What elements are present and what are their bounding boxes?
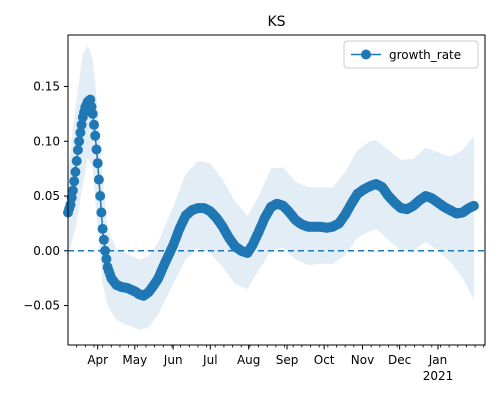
plot-area: −0.05 0.00 0.05 0.10 0.15 Apr May Jun Jul Aug Sep O… (23, 34, 486, 383)
growth-rate-point (93, 174, 104, 185)
growth-rate-point (97, 223, 108, 234)
y-tick-label: −0.05 (23, 299, 60, 313)
x-tick-label: Aug (237, 353, 260, 367)
growth-rate-point (92, 158, 103, 169)
growth-rate-point (100, 245, 111, 256)
x-tick-label: Jan (428, 353, 448, 367)
x-tick-label: Dec (388, 353, 411, 367)
growth-rate-point (91, 144, 102, 155)
growth-rate-point (70, 166, 81, 177)
growth-rate-point (95, 191, 106, 201)
growth-rate-point (98, 234, 109, 245)
legend-marker (361, 49, 371, 60)
y-tick-label: 0.05 (33, 189, 60, 203)
x-tick-label: Jun (163, 353, 183, 367)
growth-rate-point (67, 185, 78, 196)
growth-rate-point (69, 176, 80, 187)
growth-rate-point (74, 136, 85, 147)
x-tick-label: May (122, 353, 147, 367)
growth-rate-point (89, 119, 99, 130)
legend-box (343, 40, 479, 69)
y-tick-label: 0.15 (33, 79, 60, 93)
axes-frame (67, 34, 486, 346)
growth-rate-point (87, 108, 98, 119)
x-tick-label: Sep (276, 353, 299, 367)
chart-title: KS (267, 14, 285, 30)
y-tick-label: 0.00 (33, 244, 60, 258)
growth-rate-point (90, 130, 101, 141)
growth-rate-point (468, 200, 479, 211)
x-tick-label: Jul (202, 353, 217, 367)
growth-rate-point (76, 119, 87, 130)
growth-rate-point (101, 254, 112, 264)
x-year-label: 2021 (423, 369, 454, 383)
growth-rate-point (71, 156, 82, 166)
legend-label: growth_rate (389, 48, 461, 62)
x-tick-label: Oct (314, 353, 335, 367)
growth-rate-point (72, 145, 83, 155)
growth-rate-point (75, 127, 86, 138)
x-tick-label: Nov (351, 353, 374, 367)
x-tick-label: Apr (87, 353, 108, 367)
growth-rate-point (96, 207, 107, 218)
y-tick-label: 0.10 (33, 134, 60, 148)
